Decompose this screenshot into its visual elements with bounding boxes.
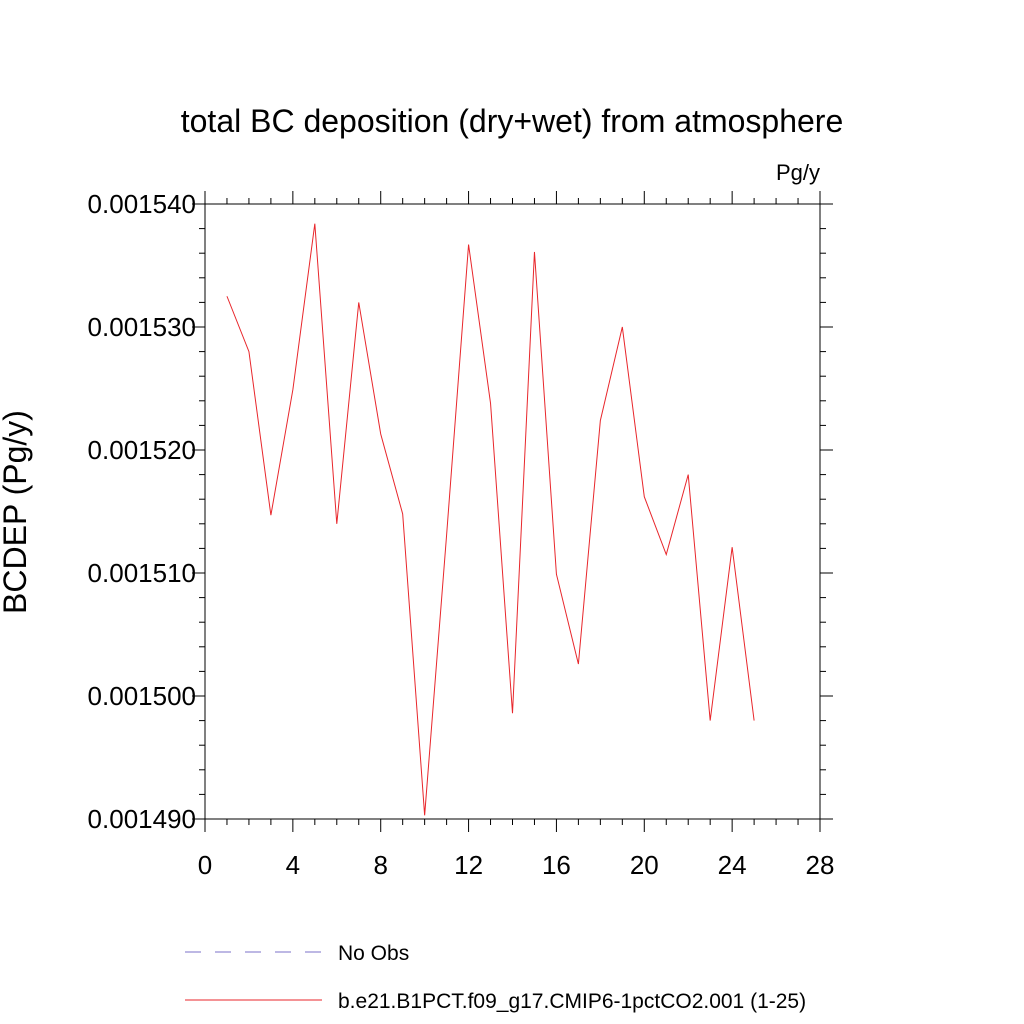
x-tick-label: 4 bbox=[286, 850, 300, 880]
x-tick-label: 0 bbox=[198, 850, 212, 880]
y-tick-label: 0.001500 bbox=[88, 681, 196, 711]
series-line bbox=[226, 223, 755, 816]
x-tick-label: 16 bbox=[542, 850, 571, 880]
legend-label: b.e21.B1PCT.f09_g17.CMIP6-1pctCO2.001 (1… bbox=[338, 990, 806, 1013]
y-tick-label: 0.001490 bbox=[88, 804, 196, 834]
y-axis-ticks: 0.001490 0.001500 0.001510 0.001520 0.001530… bbox=[88, 189, 833, 834]
y-tick-label: 0.001510 bbox=[88, 558, 196, 588]
y-tick-label: 0.001540 bbox=[88, 189, 196, 219]
legend: No Obs b.e21.B1PCT.f09_g17.CMIP6-1pctCO2.… bbox=[185, 942, 806, 1013]
x-tick-label: 28 bbox=[806, 850, 835, 880]
units-label: Pg/y bbox=[776, 160, 820, 185]
x-tick-label: 24 bbox=[718, 850, 747, 880]
chart-title: total BC deposition (dry+wet) from atmos… bbox=[181, 103, 844, 139]
plot-frame bbox=[204, 203, 821, 820]
plot-border bbox=[204, 203, 821, 820]
y-tick-label: 0.001520 bbox=[88, 435, 196, 465]
y-tick-label: 0.001530 bbox=[88, 312, 196, 342]
x-tick-label: 12 bbox=[454, 850, 483, 880]
x-axis-ticks: 0 4 8 12 16 20 24 28 bbox=[198, 191, 835, 880]
legend-label: No Obs bbox=[338, 942, 409, 965]
x-tick-label: 8 bbox=[373, 850, 387, 880]
x-tick-label: 20 bbox=[630, 850, 659, 880]
series-layer bbox=[226, 223, 755, 816]
y-axis-label: BCDEP (Pg/y) bbox=[0, 410, 33, 614]
